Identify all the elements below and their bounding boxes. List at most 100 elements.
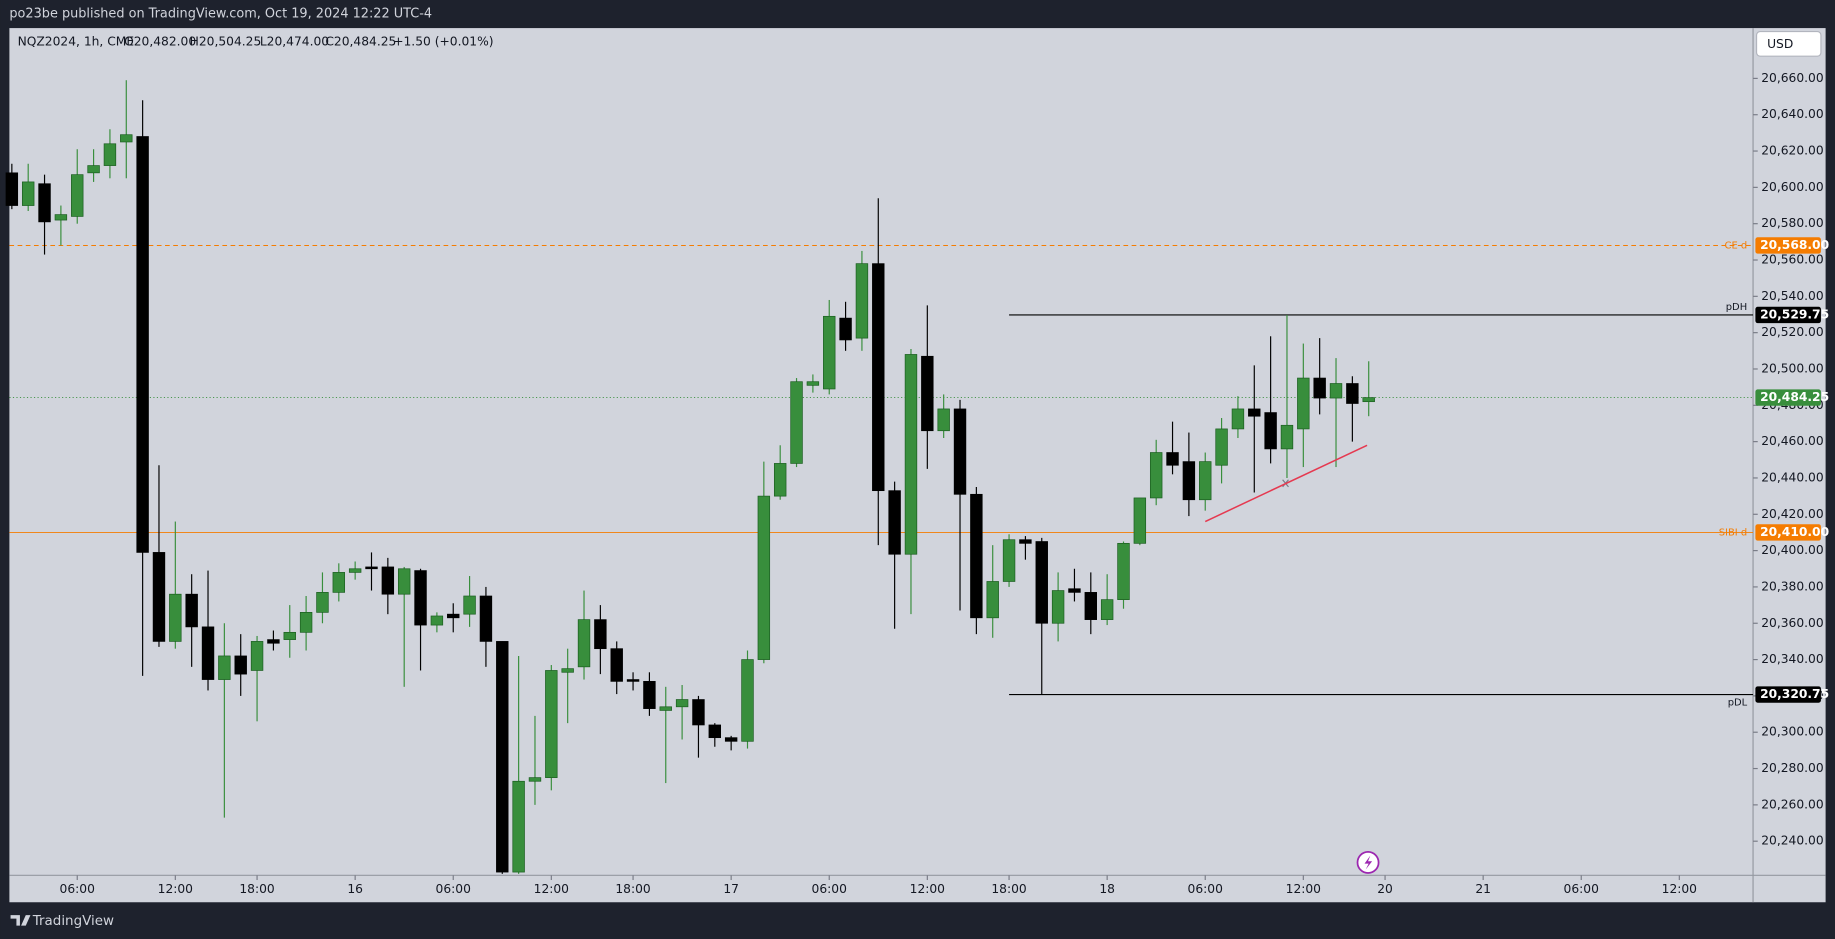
candle-body	[823, 315, 836, 390]
x-tick-label: 16	[347, 882, 363, 896]
y-tick-label: 20,600.00	[1761, 180, 1823, 194]
x-tick-label: 18:00	[991, 882, 1026, 896]
lightning-icon[interactable]	[1356, 851, 1380, 874]
candle-body	[1149, 452, 1163, 499]
candle-body	[365, 566, 378, 570]
level-name: SIBI d	[1719, 527, 1747, 538]
candle-body	[626, 679, 640, 682]
candle-body	[299, 612, 313, 633]
candle-body	[953, 408, 967, 495]
price-tag-label: 20,320.75	[1760, 687, 1829, 701]
y-tick-label: 20,660.00	[1761, 71, 1823, 85]
currency-box[interactable]	[1755, 31, 1822, 57]
legend-high: H20,504.25	[190, 35, 262, 49]
candle-body	[283, 631, 296, 640]
lightning-bolt[interactable]	[1364, 855, 1373, 870]
x-tick-label: 12:00	[158, 882, 193, 896]
candle-body	[872, 263, 885, 492]
y-tick-label: 20,580.00	[1761, 216, 1823, 230]
x-tick-label: 12:00	[1286, 882, 1321, 896]
candle-body	[1362, 397, 1375, 403]
candle-body	[496, 641, 509, 873]
candle-body	[21, 181, 35, 206]
candle-body	[986, 581, 999, 619]
candle-body	[839, 317, 852, 341]
candle-body	[1248, 408, 1261, 417]
candle-body	[1133, 497, 1147, 544]
y-tick-label: 20,300.00	[1761, 725, 1823, 739]
candle-body	[103, 143, 117, 166]
candle-body	[577, 619, 591, 668]
candle-body	[234, 655, 247, 675]
candle-body	[512, 780, 525, 873]
candle-body	[675, 699, 689, 708]
candle-body	[708, 724, 722, 739]
footer-logo[interactable]	[10, 915, 31, 926]
chart-background	[9, 28, 1826, 903]
candle-body	[561, 668, 574, 673]
x-tick-label: 06:00	[1188, 882, 1223, 896]
candle-body	[741, 659, 754, 742]
candle-body	[218, 655, 231, 680]
price-tag-label: 20,410.00	[1760, 525, 1829, 539]
candle-body	[1035, 541, 1048, 624]
x-tick-label: 12:00	[910, 882, 945, 896]
candle-body	[545, 670, 558, 778]
candle-body	[528, 777, 542, 782]
y-tick-label: 20,620.00	[1761, 144, 1823, 158]
candle-body	[790, 381, 803, 464]
currency[interactable]: USD	[1767, 37, 1793, 51]
candle-body	[1182, 461, 1196, 501]
x-tick-label: 21	[1475, 882, 1491, 896]
candle-body	[1297, 377, 1310, 430]
legend-low: L20,474.00	[260, 35, 329, 49]
legend-change: +1.50 (+0.01%)	[393, 35, 493, 49]
brand[interactable]: TradingView	[32, 914, 114, 929]
candle-body	[1051, 590, 1065, 624]
candle-body	[1264, 412, 1277, 450]
logo[interactable]	[10, 915, 31, 926]
trendline	[1204, 444, 1368, 523]
candle-body	[1280, 424, 1294, 450]
candle-body	[1019, 539, 1032, 544]
candle-body	[692, 699, 705, 726]
candle-body	[1346, 383, 1359, 404]
x-tick-label: 06:00	[1564, 882, 1599, 896]
candle-body	[888, 490, 901, 555]
y-tick-label: 20,420.00	[1761, 507, 1823, 521]
candle-body	[381, 566, 395, 595]
candle-body	[414, 570, 427, 626]
candle-body	[38, 183, 51, 223]
x-tick-label: 20	[1377, 882, 1393, 896]
candle-body	[1100, 599, 1114, 620]
y-tick-label: 20,440.00	[1761, 470, 1823, 484]
candle-body	[348, 568, 362, 573]
x-tick-label: 06:00	[60, 882, 95, 896]
legend-symbol: NQZ2024, 1h, CME	[18, 35, 135, 49]
candle-body	[332, 572, 346, 593]
publisher: po23be published on TradingView.com, Oct…	[9, 7, 432, 22]
y-tick-label: 20,540.00	[1761, 289, 1823, 303]
y-tick-label: 20,340.00	[1761, 652, 1823, 666]
candle-body	[54, 214, 68, 221]
candle-body	[937, 408, 950, 432]
level-name: pDL	[1728, 698, 1748, 709]
candle-body	[1166, 452, 1179, 466]
candle-body	[1068, 588, 1081, 593]
candle-body	[397, 568, 411, 595]
x-tick-label: 18:00	[239, 882, 274, 896]
level-name: CE d	[1725, 240, 1748, 251]
candle-body	[1117, 542, 1130, 600]
legend-open: O20,482.00	[124, 35, 196, 49]
x-tick-label: 06:00	[436, 882, 471, 896]
candle-body	[136, 136, 149, 553]
price-tag	[1755, 686, 1821, 703]
candle-body	[1084, 592, 1098, 620]
y-tick-label: 20,260.00	[1761, 797, 1823, 811]
price-tag-label: 20,568.00	[1760, 238, 1829, 252]
candle-body	[610, 648, 623, 682]
candle-body	[267, 639, 280, 644]
y-tick-label: 20,560.00	[1761, 253, 1823, 267]
candle-body	[463, 595, 476, 615]
